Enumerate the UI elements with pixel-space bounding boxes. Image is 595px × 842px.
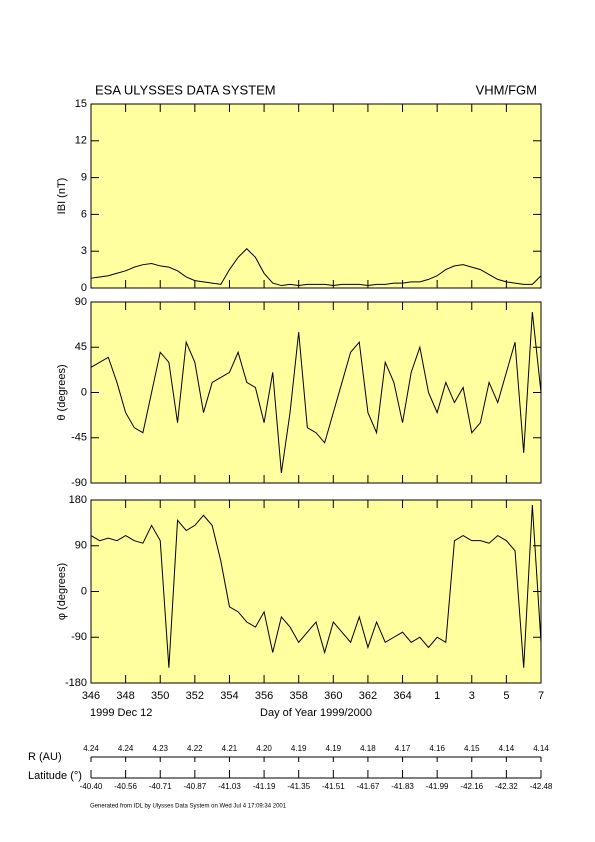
- y-tick-label: 0: [81, 282, 87, 294]
- lat-value: -41.51: [322, 782, 345, 791]
- data-line: [90, 248, 542, 287]
- r-value: 4.14: [499, 744, 515, 753]
- r-value: 4.20: [256, 744, 272, 753]
- y-tick-label: -90: [71, 477, 87, 489]
- x-tick-label: 364: [393, 690, 411, 702]
- chart-title: ESA ULYSSES DATA SYSTEM: [95, 82, 276, 97]
- x-tick-label: 356: [255, 690, 273, 702]
- plot-background: [90, 499, 542, 684]
- y-tick-label: -90: [71, 631, 87, 643]
- lat-value: -40.56: [114, 782, 137, 791]
- y-tick-label: 12: [75, 135, 87, 147]
- y-axis-label: φ (degrees): [56, 563, 68, 620]
- y-tick-label: 9: [81, 172, 87, 184]
- lat-value: -41.35: [287, 782, 310, 791]
- data-line: [90, 505, 542, 668]
- data-line: [90, 312, 542, 474]
- plot-background: [90, 301, 542, 484]
- x-axis-label: Day of Year 1999/2000: [260, 707, 372, 719]
- lat-value: -40.87: [184, 782, 207, 791]
- r-value: 4.19: [291, 744, 307, 753]
- y-tick-label: 180: [69, 494, 87, 506]
- y-tick-label: 45: [75, 341, 87, 353]
- x-tick-label: 1: [434, 690, 440, 702]
- r-value: 4.15: [464, 744, 480, 753]
- lat-value: -41.99: [426, 782, 449, 791]
- x-tick-label: 352: [186, 690, 204, 702]
- r-value: 4.22: [187, 744, 203, 753]
- lat-value: -42.32: [495, 782, 518, 791]
- y-tick-label: 0: [81, 386, 87, 398]
- lat-value: -40.71: [149, 782, 172, 791]
- footer: Generated from IDL by Ulysses Data Syste…: [90, 804, 287, 810]
- lat-value: -41.83: [391, 782, 414, 791]
- x-tick-label: 358: [290, 690, 308, 702]
- r-value: 4.24: [118, 744, 134, 753]
- instrument-label: VHM/FGM: [476, 82, 537, 97]
- lat-value: -41.03: [218, 782, 241, 791]
- r-label: R (AU): [28, 751, 62, 763]
- x-tick-label: 360: [324, 690, 342, 702]
- lat-label: Latitude (°): [28, 770, 82, 782]
- y-tick-label: 6: [81, 208, 87, 220]
- lat-value: -40.40: [80, 782, 103, 791]
- y-tick-label: 15: [75, 98, 87, 110]
- y-axis-label: IBI (nT): [56, 178, 68, 215]
- r-value: 4.24: [83, 744, 99, 753]
- lat-value: -42.16: [460, 782, 483, 791]
- x-tick-label: 350: [151, 690, 169, 702]
- x-tick-label: 3: [469, 690, 475, 702]
- r-value: 4.19: [326, 744, 342, 753]
- lat-value: -42.48: [530, 782, 553, 791]
- y-tick-label: -180: [65, 677, 87, 689]
- y-tick-label: 0: [81, 585, 87, 597]
- y-tick-label: 90: [75, 296, 87, 308]
- x-tick-label: 362: [359, 690, 377, 702]
- r-value: 4.14: [533, 744, 549, 753]
- y-tick-label: 3: [81, 245, 87, 257]
- y-tick-label: -45: [71, 432, 87, 444]
- r-value: 4.21: [222, 744, 238, 753]
- r-value: 4.23: [152, 744, 168, 753]
- x-tick-label: 5: [503, 690, 509, 702]
- x-tick-label: 7: [538, 690, 544, 702]
- r-value: 4.18: [360, 744, 376, 753]
- x-tick-label: 346: [82, 690, 100, 702]
- r-value: 4.17: [395, 744, 411, 753]
- x-tick-label: 354: [220, 690, 238, 702]
- plot-background: [90, 103, 542, 289]
- x-tick-label: 348: [116, 690, 134, 702]
- lat-value: -41.19: [253, 782, 276, 791]
- start-date: 1999 Dec 12: [90, 707, 152, 719]
- y-axis-label: θ (degrees): [56, 364, 68, 420]
- lat-value: -41.67: [357, 782, 380, 791]
- r-value: 4.16: [429, 744, 445, 753]
- y-tick-label: 90: [75, 540, 87, 552]
